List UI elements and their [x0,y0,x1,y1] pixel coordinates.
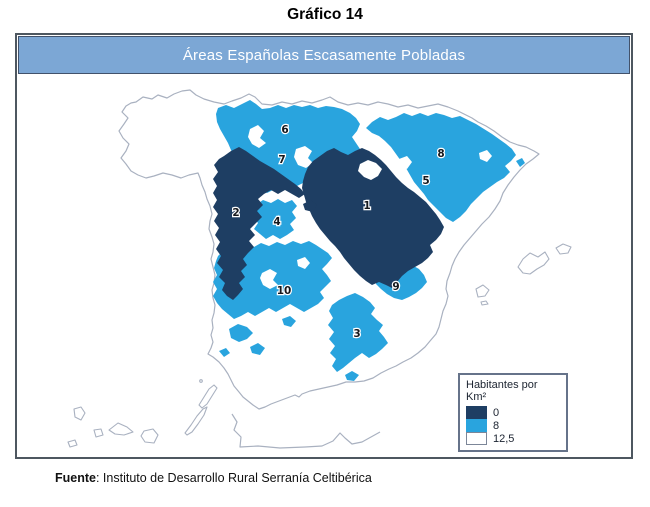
region-10-patch [229,324,253,342]
legend-swatch-white [466,432,487,445]
region-1-shape [302,148,444,288]
mallorca-island [517,251,550,275]
region-label-4: 4 [273,216,280,228]
region-8-5-white-enclave [479,150,492,162]
legend-label-0: 0 [493,406,500,419]
region-4-shape [253,199,297,239]
map-header-title: Áreas Españolas Escasamente Pobladas [182,46,466,64]
region-label-8: 8 [437,148,444,160]
ibiza-island [475,284,490,298]
legend-label-12-5: 12,5 [493,432,515,445]
tenerife-island [108,422,134,436]
menorca-island [555,243,572,255]
region-10-patch [250,343,265,355]
la-palma-island [73,406,86,421]
region-3-patch [345,371,359,381]
region-10-white-enclave [297,257,310,269]
legend-item-12-5: 12,5 [466,432,560,445]
africa-coastline [231,413,381,449]
legend-box: Habitantes por Km² 0 8 12,5 [458,373,568,452]
region-10-patch [219,348,230,357]
fuerteventura-island [184,406,208,436]
legend-swatch-light [466,419,487,432]
legend-swatch-dark [466,406,487,419]
gran-canaria-island [140,428,159,444]
region-label-5: 5 [422,175,429,187]
region-6-7-white-enclave [248,125,266,148]
region-10-patch [282,316,296,327]
region-label-7: 7 [278,154,285,166]
region-1-islet [303,200,317,212]
legend-label-8: 8 [493,419,500,432]
region-8-5-white-enclave [399,156,412,169]
formentera-island [480,300,489,306]
legend-item-0: 0 [466,406,560,419]
lanzarote-island [198,384,218,409]
source-note: Fuente: Instituto de Desarrollo Rural Se… [55,471,372,485]
region-2-shape [213,147,305,300]
region-10-white-enclave [260,269,278,289]
region-3-shape [328,293,388,372]
legend-item-8: 8 [466,419,560,432]
source-label: Fuente [55,471,96,485]
region-8-5-shape [366,113,516,222]
la-graciosa-island [199,379,203,383]
el-hierro-island [67,439,78,448]
region-8-islet [505,148,514,157]
map-header-bar: Áreas Españolas Escasamente Pobladas [18,36,630,74]
legend-title: Habitantes por Km² [466,379,538,403]
spain-map: 1 2 3 4 5 6 7 8 9 10 [67,89,572,449]
la-gomera-island [93,428,104,438]
region-label-1: 1 [363,200,370,212]
region-6-7-white-enclave [294,146,313,168]
region-8-islet [516,158,525,167]
region-1-white-enclave [358,160,382,180]
source-text: : Instituto de Desarrollo Rural Serranía… [95,471,372,485]
figure-frame: Áreas Españolas Escasamente Pobladas [15,33,633,459]
region-label-3: 3 [353,328,360,340]
region-label-2: 2 [232,207,239,219]
page-title: Gráfico 14 [287,6,363,23]
region-label-9: 9 [392,281,399,293]
region-label-10: 10 [277,285,292,297]
region-label-6: 6 [281,124,288,136]
